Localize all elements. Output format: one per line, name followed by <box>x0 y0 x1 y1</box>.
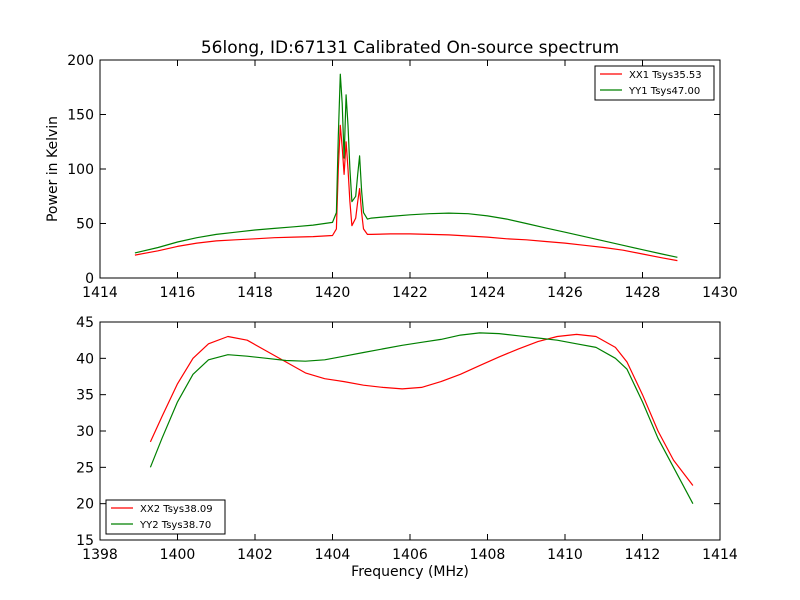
top-x-tick-label: 1428 <box>625 285 661 301</box>
top-x-tick-label: 1418 <box>237 285 273 301</box>
bottom-y-tick-label: 15 <box>76 533 94 549</box>
bottom-series-lines <box>149 332 694 504</box>
bottom-y-tick-label: 45 <box>76 315 94 331</box>
top-series-line-yy1-tsys47-00 <box>134 73 678 258</box>
bottom-y-tick-label: 25 <box>76 460 94 476</box>
bottom-y-tick-label: 20 <box>76 497 94 513</box>
bottom-x-tick-label: 1414 <box>702 547 738 563</box>
top-x-tick-label: 1414 <box>82 285 118 301</box>
top-x-tick-label: 1430 <box>702 285 738 301</box>
top-legend: XX1 Tsys35.53 YY1 Tsys47.00 <box>594 65 715 101</box>
bottom-x-axis-label: Frequency (MHz) <box>351 564 469 580</box>
bottom-axis-ticks: 1398 1400 1402 1404 1406 1408 1410 1412 1414 15 20… <box>76 315 738 563</box>
top-y-tick-label: 150 <box>67 108 94 124</box>
top-y-axis-label: Power in Kelvin <box>45 116 61 222</box>
bottom-x-tick-label: 1402 <box>237 547 273 563</box>
bottom-legend-label-yy2: YY2 Tsys38.70 <box>139 520 211 531</box>
top-x-tick-label: 1416 <box>160 285 196 301</box>
top-legend-label-yy1: YY1 Tsys47.00 <box>628 86 700 97</box>
top-axis-ticks: 1414 1416 1418 1420 1422 1424 1426 1428 1430 0 50 1… <box>67 53 738 301</box>
top-x-tick-label: 1426 <box>547 285 583 301</box>
top-y-tick-label: 50 <box>76 217 94 233</box>
top-legend-box <box>594 65 715 101</box>
bottom-panel: 1398 1400 1402 1404 1406 1408 1410 1412 1414 15 20… <box>76 315 738 580</box>
bottom-legend: XX2 Tsys38.09 YY2 Tsys38.70 <box>105 499 226 535</box>
bottom-x-tick-label: 1398 <box>82 547 118 563</box>
top-legend-label-xx1: XX1 Tsys35.53 <box>629 70 702 81</box>
bottom-y-tick-label: 40 <box>76 351 94 367</box>
bottom-legend-box <box>105 499 226 535</box>
bottom-x-tick-label: 1412 <box>625 547 661 563</box>
bottom-x-tick-label: 1404 <box>315 547 351 563</box>
bottom-x-tick-label: 1406 <box>392 547 428 563</box>
top-y-tick-label: 100 <box>67 162 94 178</box>
bottom-series-line-xx2-tsys38-09 <box>149 333 694 486</box>
bottom-y-tick-label: 30 <box>76 424 94 440</box>
top-y-tick-label: 0 <box>85 271 94 287</box>
top-series-lines <box>134 73 678 262</box>
bottom-x-tick-label: 1410 <box>547 547 583 563</box>
bottom-y-tick-label: 35 <box>76 388 94 404</box>
top-panel: 56long, ID:67131 Calibrated On-source sp… <box>45 38 738 301</box>
top-series-line-xx1-tsys35-53 <box>134 124 678 262</box>
top-x-tick-label: 1422 <box>392 285 428 301</box>
chart-title: 56long, ID:67131 Calibrated On-source sp… <box>201 38 619 58</box>
bottom-x-tick-label: 1408 <box>470 547 506 563</box>
top-y-tick-label: 200 <box>67 53 94 69</box>
top-x-tick-label: 1420 <box>315 285 351 301</box>
bottom-legend-label-xx2: XX2 Tsys38.09 <box>140 504 213 515</box>
bottom-series-line-yy2-tsys38-70 <box>149 332 694 504</box>
bottom-x-tick-label: 1400 <box>160 547 196 563</box>
top-x-tick-label: 1424 <box>470 285 506 301</box>
